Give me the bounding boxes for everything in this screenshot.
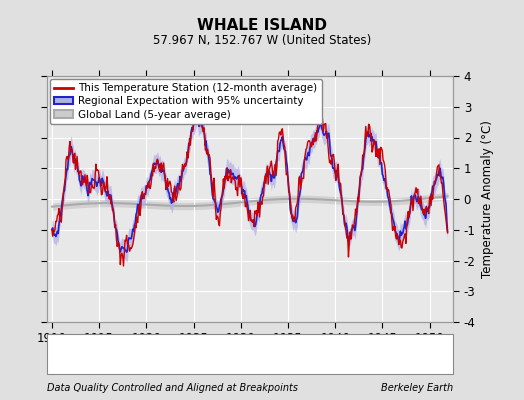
Text: Data Quality Controlled and Aligned at Breakpoints: Data Quality Controlled and Aligned at B… (47, 383, 298, 393)
Text: WHALE ISLAND: WHALE ISLAND (197, 18, 327, 33)
Text: 57.967 N, 152.767 W (United States): 57.967 N, 152.767 W (United States) (153, 34, 371, 47)
Legend: Station Move, Record Gap, Time of Obs. Change, Empirical Break: Station Move, Record Gap, Time of Obs. C… (52, 346, 448, 369)
Y-axis label: Temperature Anomaly (°C): Temperature Anomaly (°C) (481, 120, 494, 278)
Text: Berkeley Earth: Berkeley Earth (381, 383, 453, 393)
Legend: This Temperature Station (12-month average), Regional Expectation with 95% uncer: This Temperature Station (12-month avera… (50, 79, 322, 124)
